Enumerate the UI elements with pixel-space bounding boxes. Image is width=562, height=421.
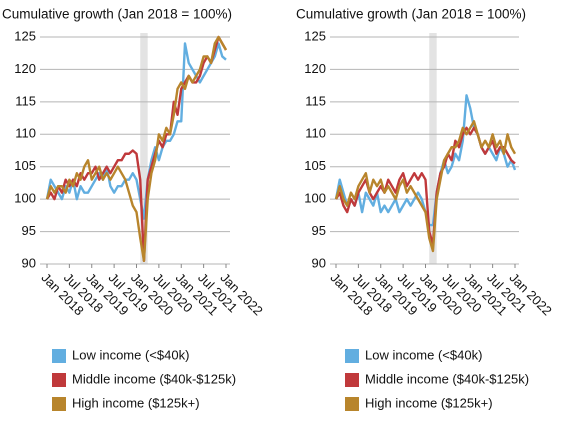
y-tick-label: 125 — [304, 28, 326, 43]
legend-label: Low income (<$40k) — [72, 347, 189, 362]
y-tick-label: 90 — [22, 255, 36, 270]
series-line — [334, 94, 517, 227]
recession-band — [140, 33, 148, 264]
series-line — [334, 126, 516, 246]
y-tick-label: 105 — [304, 158, 326, 173]
y-tick-label: 90 — [312, 255, 326, 270]
y-tick-label: 120 — [304, 61, 326, 76]
y-tick-label: 100 — [304, 191, 326, 206]
series-line — [45, 35, 228, 262]
legend-label: Middle income ($40k-$125k) — [365, 371, 529, 386]
recession-band — [429, 33, 437, 264]
y-tick-label: 120 — [14, 61, 36, 76]
chart-title: Cumulative growth (Jan 2018 = 100%) — [296, 7, 526, 22]
chart-title: Cumulative growth (Jan 2018 = 100%) — [2, 7, 232, 22]
legend-label: Middle income ($40k-$125k) — [72, 371, 236, 386]
legend-swatch — [52, 397, 66, 411]
y-tick-label: 100 — [14, 191, 36, 206]
series-line — [334, 120, 517, 253]
y-tick-label: 115 — [15, 93, 36, 108]
y-tick-label: 125 — [14, 28, 36, 43]
legend-swatch — [52, 349, 66, 363]
y-tick-label: 110 — [305, 126, 326, 141]
legend-label: High income ($125k+) — [72, 395, 200, 410]
legend-swatch — [345, 397, 359, 411]
y-tick-label: 110 — [15, 126, 36, 141]
legend-label: Low income (<$40k) — [365, 347, 482, 362]
legend-swatch — [345, 373, 359, 387]
legend-swatch — [345, 349, 359, 363]
y-tick-label: 95 — [312, 223, 326, 238]
y-tick-label: 115 — [305, 93, 326, 108]
y-tick-label: 105 — [14, 158, 36, 173]
legend-label: High income ($125k+) — [365, 395, 493, 410]
legend-swatch — [52, 373, 66, 387]
series-line — [45, 35, 228, 262]
y-tick-label: 95 — [22, 223, 36, 238]
